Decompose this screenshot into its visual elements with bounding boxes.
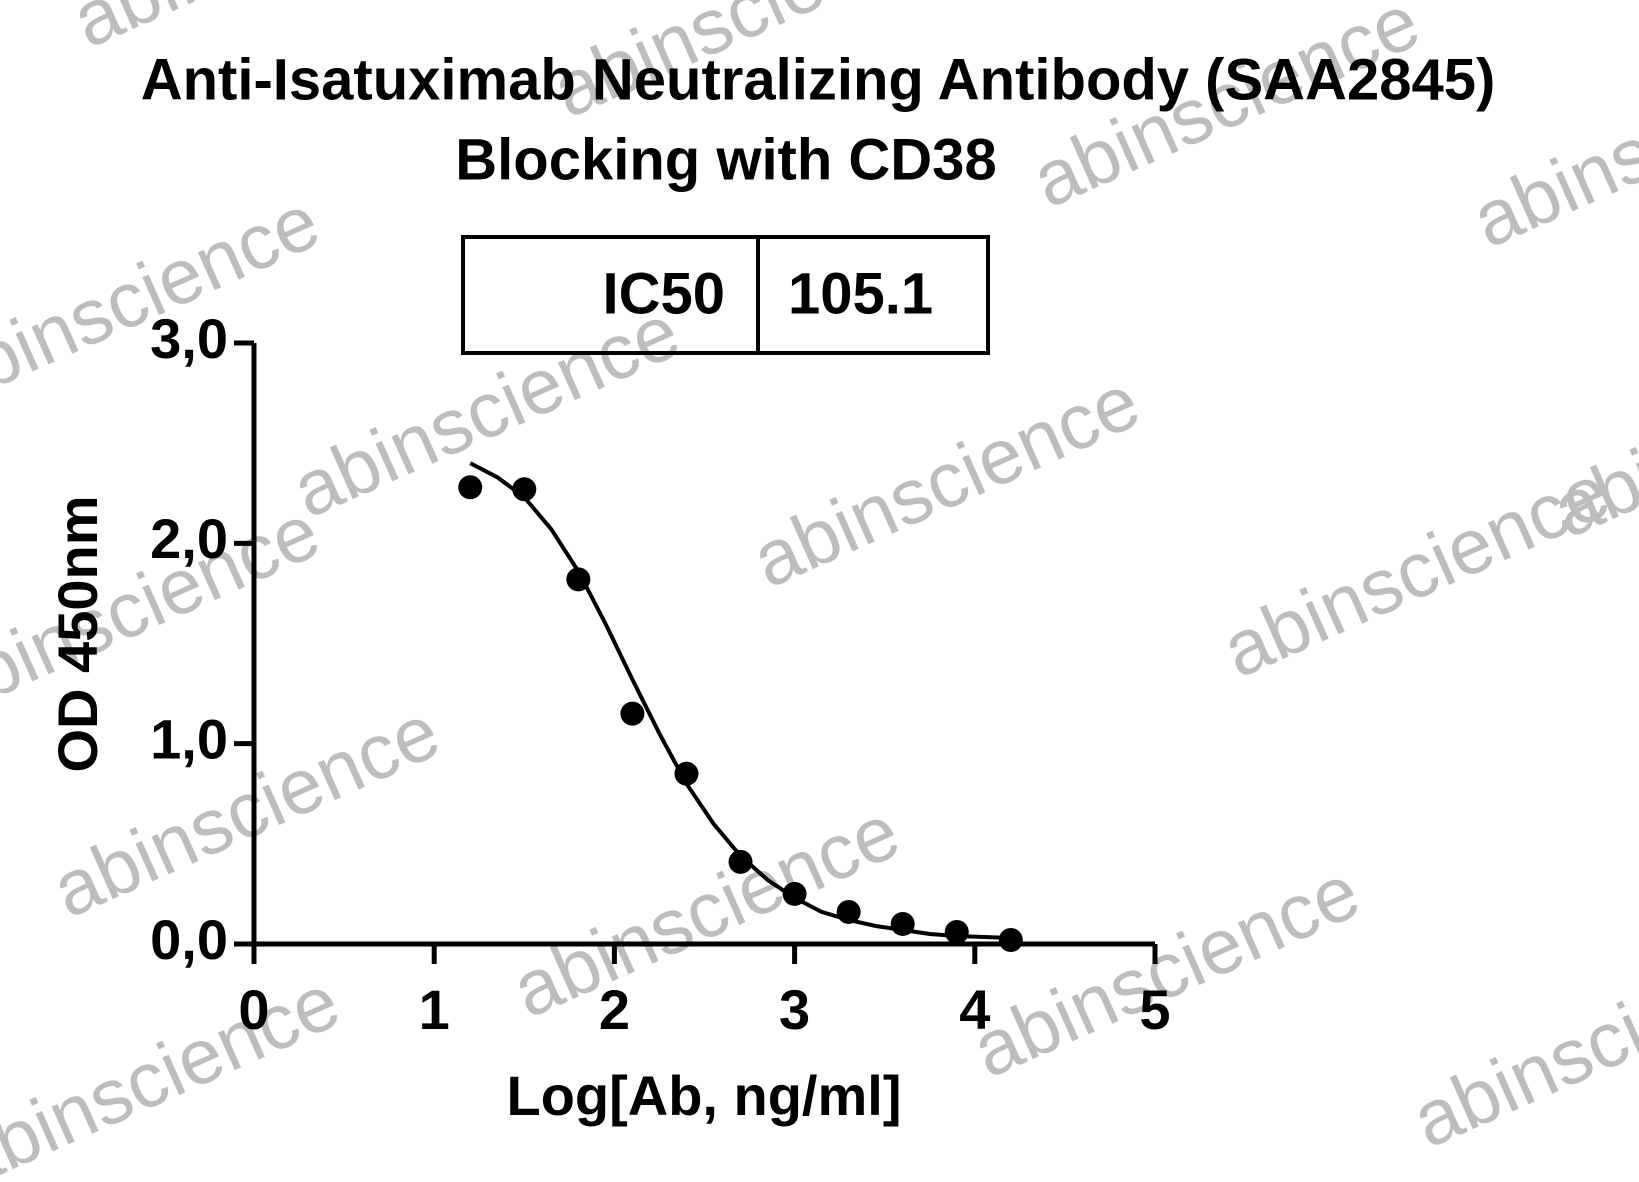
x-tick-label: 5 (1139, 978, 1170, 1041)
x-tick-label: 2 (599, 978, 630, 1041)
data-point (566, 567, 591, 592)
data-point (674, 761, 699, 786)
y-tick-label: 3,0 (150, 307, 228, 370)
watermark: abinscience (1400, 916, 1639, 1164)
y-tick-label: 1,0 (150, 707, 228, 770)
watermark: abinscience (0, 956, 352, 1182)
y-tick-label: 2,0 (150, 507, 228, 570)
stat-label: IC50 (602, 261, 725, 326)
y-axis-label: OD 450nm (46, 496, 109, 773)
x-tick-label: 0 (238, 978, 269, 1041)
data-point (512, 477, 537, 502)
data-point (890, 911, 915, 936)
data-point (458, 475, 483, 500)
data-point (836, 899, 861, 924)
stats-table (461, 235, 990, 355)
data-point (944, 919, 969, 944)
data-point (782, 881, 807, 906)
data-point (620, 701, 645, 726)
x-axis-label: Log[Ab, ng/ml] (506, 1064, 901, 1127)
x-tick-label: 3 (779, 978, 810, 1041)
watermark: abinscience (0, 176, 332, 424)
x-tick-label: 1 (419, 978, 450, 1041)
stat-value: 105.1 (788, 261, 933, 326)
watermark: abinscience (960, 846, 1372, 1094)
watermark: abinscience (740, 356, 1152, 604)
x-tick-label: 4 (959, 978, 990, 1041)
data-point (998, 927, 1023, 952)
chart-title: Anti-Isatuximab Neutralizing Antibody (S… (141, 47, 1496, 112)
chart-subtitle: Blocking with CD38 (455, 127, 996, 192)
y-tick-label: 0,0 (150, 908, 228, 971)
data-point (728, 849, 753, 874)
